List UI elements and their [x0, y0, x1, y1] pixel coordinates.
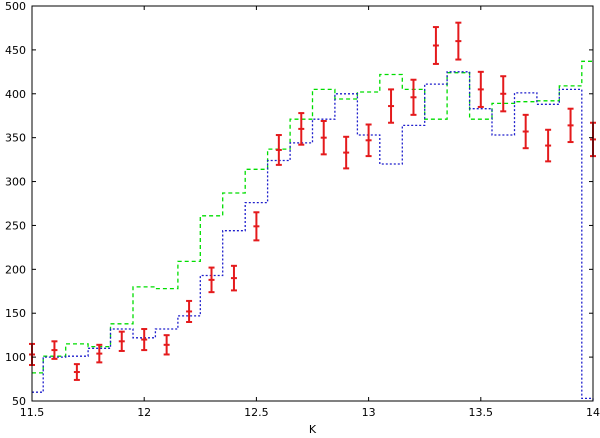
y-tick-label: 500 — [5, 0, 26, 13]
errorbar-point — [477, 70, 484, 108]
step-series-2 — [32, 71, 594, 401]
errorbar-point — [545, 128, 552, 163]
y-tick-label: 350 — [5, 132, 26, 145]
errorbar-point — [343, 135, 350, 170]
errorbar-point — [51, 340, 58, 360]
x-tick-label: 12.5 — [244, 406, 269, 419]
errorbar-point — [208, 266, 215, 294]
x-axis-label: K — [309, 423, 317, 436]
errorbar-point — [141, 328, 148, 352]
errorbar-point — [253, 211, 260, 242]
x-tick-label: 13 — [362, 406, 376, 419]
y-tick-label: 400 — [5, 88, 26, 101]
errorbar-point — [522, 113, 529, 150]
errorbar-point — [230, 264, 237, 292]
errorbar-point — [432, 26, 439, 65]
errorbar-point — [455, 21, 462, 61]
errorbar-point — [500, 75, 507, 113]
series-layer — [32, 60, 594, 401]
tick-layer: 11.5 12 12.5 13 13.5 14 50 100 150 200 250 300 350 40… — [5, 0, 600, 419]
errorbar-layer — [29, 21, 596, 381]
y-tick-label: 100 — [5, 351, 26, 364]
x-tick-label: 11.5 — [20, 406, 45, 419]
y-tick-label: 450 — [5, 44, 26, 57]
x-tick-label: 14 — [586, 406, 600, 419]
errorbar-point — [73, 363, 80, 381]
errorbar-point — [320, 119, 327, 156]
errorbar-point — [163, 334, 170, 356]
errorbar-point — [96, 343, 103, 364]
errorbar-point — [186, 299, 193, 323]
y-tick-label: 250 — [5, 219, 26, 232]
errorbar-point — [410, 78, 417, 116]
y-tick-label: 300 — [5, 176, 26, 189]
y-tick-label: 200 — [5, 263, 26, 276]
errorbar-point — [365, 123, 372, 158]
errorbar-point — [388, 88, 395, 124]
x-tick-label: 13.5 — [469, 406, 494, 419]
errorbar-point — [118, 330, 125, 352]
y-tick-label: 150 — [5, 307, 26, 320]
step-series-1 — [32, 60, 593, 374]
errorbar-point — [275, 134, 282, 166]
errorbar-point — [567, 107, 574, 144]
y-tick-label: 50 — [12, 395, 26, 408]
x-tick-label: 12 — [137, 406, 151, 419]
errorbar-point — [298, 112, 305, 146]
plot-frame — [31, 5, 594, 402]
